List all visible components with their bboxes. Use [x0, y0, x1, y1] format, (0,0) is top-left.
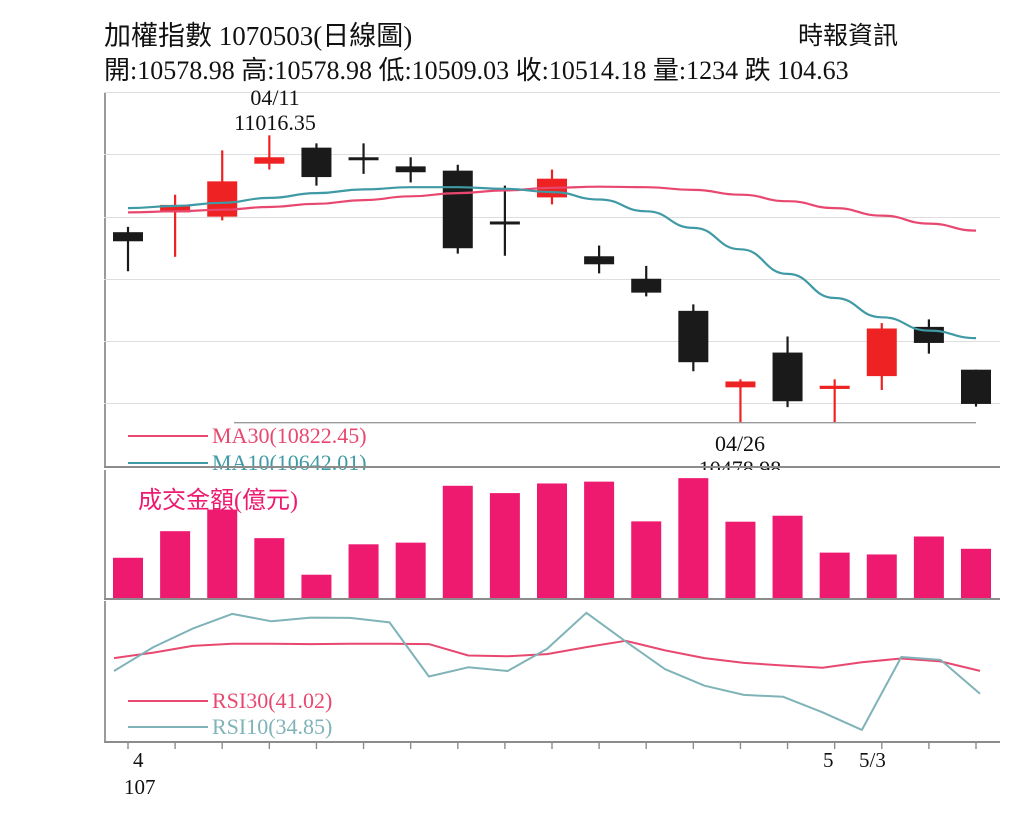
rsi-line [113, 611, 981, 731]
candle-body [725, 381, 756, 388]
volume-bar [160, 531, 191, 598]
volume-bar [913, 536, 944, 598]
legend-rsi10-swatch [128, 726, 208, 728]
legend-ma30: MA30(10822.45) [128, 423, 367, 449]
volume-panel [104, 470, 1000, 598]
gridline [104, 341, 1000, 343]
volume-bar [395, 542, 426, 598]
candle-body [160, 204, 191, 213]
rsi-line [113, 639, 981, 672]
quote-stats-line: 開:10578.98 高:10578.98 低:10509.03 收:10514… [104, 56, 849, 85]
panel-separator-2 [104, 598, 1000, 600]
price-panel [104, 92, 1000, 467]
volume-bar [207, 509, 238, 598]
candle-body [772, 352, 803, 402]
rsi-panel-border [104, 601, 1000, 741]
gridline [104, 154, 1000, 156]
candle-body [442, 170, 473, 249]
volume-bar [537, 483, 567, 598]
x-axis-ticks [127, 743, 977, 749]
rsi-line-plot [113, 611, 981, 731]
candle-body [301, 147, 332, 178]
moving-average-line [127, 186, 977, 340]
candle-body [584, 256, 615, 265]
low-annotation-date: 04/26 [714, 431, 766, 456]
legend-rsi30-label: RSI30(41.02) [212, 688, 333, 713]
volume-bar [772, 515, 803, 598]
rsi-panel [104, 601, 1000, 741]
legend-ma30-swatch [128, 435, 208, 437]
gridline [104, 403, 1000, 405]
volume-series-label: 成交金額(億元) [138, 488, 298, 514]
gridline [104, 216, 1000, 218]
volume-bar [678, 478, 709, 598]
high-annotation-value: 11016.35 [234, 109, 316, 135]
x-axis-line [104, 741, 1000, 743]
high-annotation: 04/11 11016.35 [210, 85, 340, 135]
candle-body [113, 232, 143, 242]
legend-rsi10-label: RSI10(34.85) [212, 714, 333, 739]
volume-panel-border [104, 470, 1000, 598]
page-title: 加權指數 1070503(日線圖) [104, 21, 413, 51]
volume-bar [819, 552, 850, 598]
volume-bar [113, 557, 143, 598]
panel-separator-1 [104, 466, 1000, 468]
candle-body [207, 181, 238, 217]
candle-body [678, 310, 709, 363]
legend-rsi30-swatch [128, 700, 208, 702]
volume-bar-plot [113, 478, 991, 598]
candle-body [866, 328, 897, 377]
high-annotation-date: 04/11 [250, 85, 300, 110]
x-label-right-month: 5 [823, 748, 834, 772]
volume-bar [866, 554, 897, 598]
volume-bar [961, 548, 991, 598]
volume-bar [489, 493, 520, 598]
candle-body [489, 221, 520, 225]
volume-bar [442, 485, 473, 598]
candle-body [254, 157, 285, 164]
moving-average-line [127, 185, 977, 232]
gridline [104, 278, 1000, 280]
candle-body [819, 385, 850, 389]
candle-body [395, 166, 426, 173]
candle-body [631, 278, 662, 293]
legend-rsi10: RSI10(34.85) [128, 714, 332, 740]
candle-body [961, 369, 991, 404]
candle-body [348, 157, 379, 161]
x-label-right-date: 5/3 [859, 748, 886, 772]
legend-ma10-swatch [128, 462, 208, 464]
rsi-y-axis: 27364655 [0, 0, 96, 820]
volume-bar [584, 481, 615, 598]
candlestick-plot [113, 135, 991, 424]
legend-rsi30: RSI30(41.02) [128, 688, 332, 714]
volume-bar [254, 538, 285, 598]
volume-bar [348, 544, 379, 598]
source-label: 時報資訊 [798, 23, 899, 50]
gridline [104, 92, 1000, 93]
volume-bar [725, 521, 756, 598]
x-label-left-month: 4 [133, 748, 144, 772]
volume-bar [631, 521, 662, 598]
x-label-left-year: 107 [124, 775, 156, 799]
volume-bar [301, 574, 332, 598]
legend-ma30-label: MA30(10822.45) [212, 423, 367, 448]
